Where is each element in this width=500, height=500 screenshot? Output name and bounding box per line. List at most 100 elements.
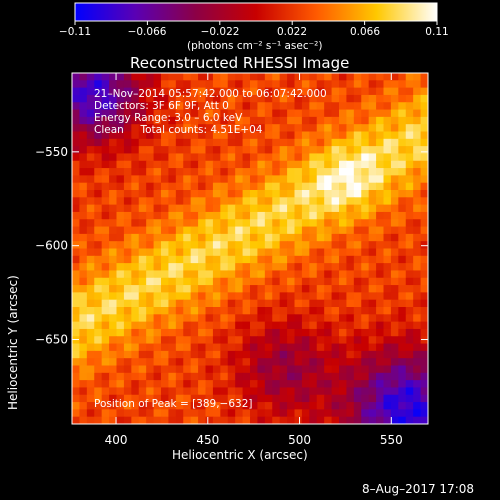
heatmap-cell xyxy=(272,73,281,81)
heatmap-cell xyxy=(242,190,251,198)
heatmap-cell xyxy=(175,109,184,118)
heatmap-cell xyxy=(376,80,385,89)
heatmap-cell xyxy=(309,233,318,242)
heatmap-cell xyxy=(279,175,288,184)
heatmap-cell xyxy=(376,299,385,308)
heatmap-cell xyxy=(175,402,184,410)
heatmap-cell xyxy=(183,94,192,103)
heatmap-cell xyxy=(220,241,229,250)
heatmap-cell xyxy=(316,182,325,191)
heatmap-cell xyxy=(324,416,333,424)
heatmap-cell xyxy=(331,380,340,389)
heatmap-cell xyxy=(235,182,244,191)
heatmap-cell xyxy=(353,285,362,293)
heatmap-cell xyxy=(279,146,288,155)
heatmap-cell xyxy=(86,146,95,155)
heatmap-cell xyxy=(138,116,147,125)
x-tick-label: 400 xyxy=(105,433,128,447)
heatmap-cell xyxy=(257,380,266,389)
heatmap-cell xyxy=(294,343,303,352)
heatmap-cell xyxy=(175,241,184,250)
heatmap-cell xyxy=(116,182,125,191)
heatmap-cell xyxy=(405,160,414,169)
heatmap-cell xyxy=(138,277,147,286)
heatmap-cell xyxy=(242,226,251,235)
heatmap-cell xyxy=(339,255,348,264)
heatmap-cell xyxy=(79,146,88,155)
heatmap-cell xyxy=(376,270,385,279)
heatmap-cell xyxy=(316,321,325,330)
heatmap-cell xyxy=(79,343,88,352)
heatmap-cell xyxy=(146,94,155,103)
heatmap-cell xyxy=(420,336,428,345)
heatmap-cell xyxy=(138,197,147,206)
heatmap-cell xyxy=(287,387,296,396)
heatmap-cell xyxy=(131,328,140,337)
heatmap-cell xyxy=(398,380,407,389)
heatmap-cell xyxy=(398,402,407,410)
heatmap-cell xyxy=(301,299,310,308)
heatmap-cell xyxy=(198,255,207,264)
heatmap-cell xyxy=(227,124,236,133)
heatmap-cell xyxy=(94,292,103,301)
heatmap-cell xyxy=(138,138,147,147)
heatmap-cell xyxy=(309,94,318,103)
heatmap-cell xyxy=(250,219,259,228)
heatmap-cell xyxy=(309,248,318,257)
heatmap-cell xyxy=(235,219,244,228)
heatmap-cell xyxy=(72,80,81,89)
heatmap-cell xyxy=(153,138,162,147)
heatmap-cell xyxy=(331,146,340,155)
heatmap-cell xyxy=(86,204,95,213)
heatmap-cell xyxy=(138,190,147,198)
heatmap-cell xyxy=(346,409,355,418)
heatmap-cell xyxy=(72,219,81,228)
heatmap-cell xyxy=(138,87,147,96)
heatmap-cell xyxy=(324,168,333,176)
heatmap-cell xyxy=(294,409,303,418)
heatmap-cell xyxy=(316,270,325,279)
heatmap-cell xyxy=(339,102,348,111)
heatmap-cell xyxy=(235,226,244,235)
heatmap-cell xyxy=(413,402,422,410)
heatmap-cell xyxy=(94,365,103,374)
heatmap-cell xyxy=(257,131,266,140)
heatmap-cell xyxy=(287,255,296,264)
heatmap-cell xyxy=(190,226,199,235)
heatmap-cell xyxy=(390,73,399,81)
heatmap-cell xyxy=(264,219,273,228)
heatmap-cell xyxy=(257,307,266,315)
heatmap-cell xyxy=(183,226,192,235)
heatmap-cell xyxy=(212,80,221,89)
heatmap-cell xyxy=(250,124,259,133)
heatmap-cell xyxy=(168,175,177,184)
heatmap-cell xyxy=(183,255,192,264)
heatmap-cell xyxy=(361,116,370,125)
heatmap-cell xyxy=(383,299,392,308)
heatmap-cell xyxy=(353,299,362,308)
heatmap-cell xyxy=(168,263,177,272)
heatmap-cell xyxy=(131,365,140,374)
heatmap-cell xyxy=(183,124,192,133)
heatmap-cell xyxy=(420,73,428,81)
heatmap-cell xyxy=(101,124,110,133)
heatmap-cell xyxy=(398,190,407,198)
heatmap-cell xyxy=(175,219,184,228)
heatmap-cell xyxy=(361,80,370,89)
heatmap-cell xyxy=(301,131,310,140)
heatmap-cell xyxy=(123,204,132,213)
heatmap-cell xyxy=(161,402,170,410)
heatmap-cell xyxy=(339,190,348,198)
footer-date: 8–Aug–2017 17:08 xyxy=(362,482,475,496)
heatmap-cell xyxy=(383,197,392,206)
heatmap-cell xyxy=(287,80,296,89)
heatmap-cell xyxy=(190,350,199,359)
heatmap-cell xyxy=(346,372,355,381)
heatmap-cell xyxy=(398,175,407,184)
heatmap-cell xyxy=(264,343,273,352)
heatmap-cell xyxy=(131,124,140,133)
heatmap-cell xyxy=(368,387,377,396)
y-tick-label: −600 xyxy=(35,239,68,253)
heatmap-cell xyxy=(242,233,251,242)
heatmap-cell xyxy=(339,314,348,323)
